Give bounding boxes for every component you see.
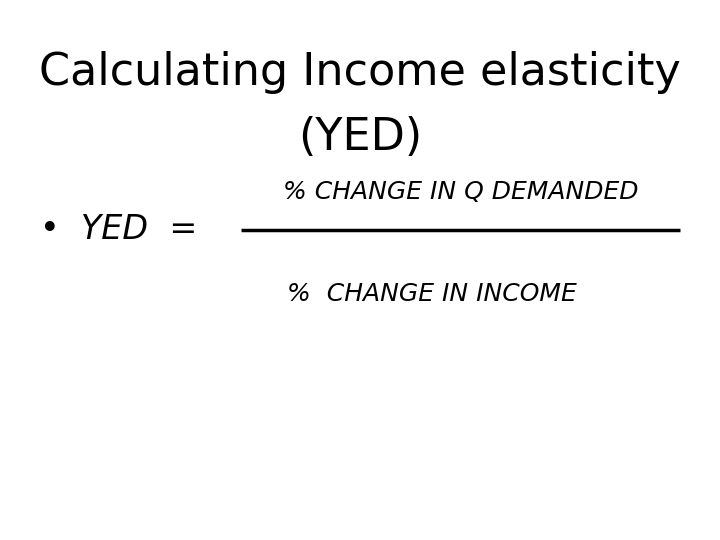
Text: •  YED  =: • YED = [40, 213, 197, 246]
Text: % CHANGE IN Q DEMANDED: % CHANGE IN Q DEMANDED [283, 180, 639, 204]
Text: (YED): (YED) [298, 116, 422, 159]
Text: %  CHANGE IN INCOME: % CHANGE IN INCOME [287, 282, 577, 306]
Text: Calculating Income elasticity: Calculating Income elasticity [39, 51, 681, 94]
